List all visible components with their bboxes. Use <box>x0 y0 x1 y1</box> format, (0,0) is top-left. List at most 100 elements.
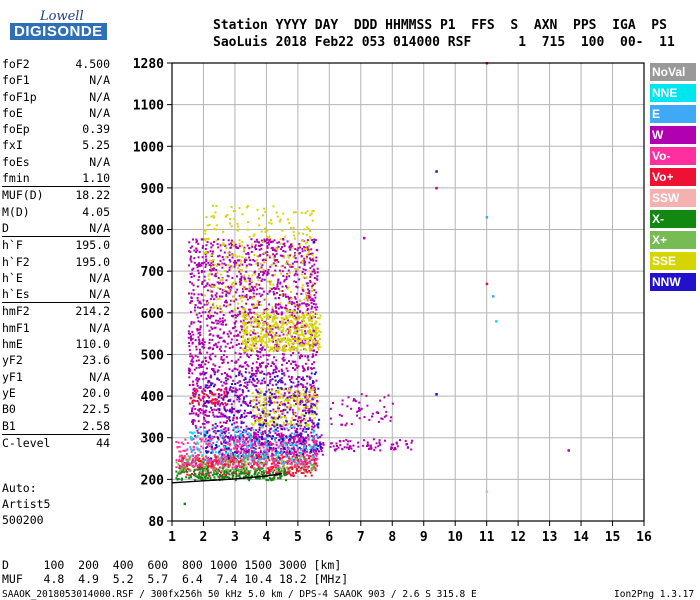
echo-point <box>239 370 242 373</box>
echo-point <box>286 369 289 372</box>
echo-point <box>186 470 189 473</box>
echo-point <box>224 388 227 390</box>
echo-point <box>316 271 319 274</box>
echo-point <box>285 340 287 343</box>
echo-point <box>254 451 257 454</box>
echo-point <box>242 444 245 447</box>
echo-point <box>247 453 250 456</box>
echo-point <box>313 464 316 467</box>
echo-point <box>256 306 258 309</box>
echo-point <box>223 394 226 397</box>
echo-point <box>196 355 199 358</box>
echo-point <box>276 338 279 341</box>
echo-point <box>282 294 285 297</box>
echo-point <box>215 401 218 404</box>
echo-point <box>223 289 226 292</box>
echo-point <box>204 465 207 468</box>
echo-point <box>193 474 196 476</box>
echo-point <box>213 402 215 405</box>
echo-point <box>190 437 193 440</box>
echo-point <box>249 429 252 432</box>
echo-point <box>281 370 284 372</box>
echo-point <box>378 442 381 445</box>
echo-point <box>251 466 253 469</box>
echo-point <box>267 457 270 460</box>
echo-point <box>211 283 214 286</box>
echo-point <box>235 263 238 266</box>
echo-point <box>307 433 309 436</box>
echo-point <box>227 452 230 455</box>
echo-point <box>234 391 237 394</box>
echo-point <box>245 327 248 330</box>
echo-point <box>310 273 313 276</box>
echo-point <box>239 452 242 455</box>
echo-point <box>224 476 227 479</box>
echo-point <box>216 307 219 310</box>
echo-point <box>194 399 197 402</box>
echo-point <box>219 259 222 262</box>
echo-point <box>254 338 257 341</box>
echo-point <box>313 299 316 302</box>
echo-point <box>252 342 255 345</box>
echo-point <box>241 241 244 243</box>
param-row: hmF1 N/A <box>2 320 110 336</box>
echo-point <box>204 432 207 435</box>
echo-point <box>296 435 299 438</box>
echo-point <box>197 278 200 281</box>
echo-point <box>293 465 296 468</box>
echo-point <box>249 329 252 332</box>
echo-point <box>273 293 276 296</box>
echo-point <box>230 239 233 242</box>
echo-point <box>242 296 245 299</box>
echo-point <box>205 467 208 470</box>
echo-point <box>304 338 307 340</box>
echo-point <box>275 444 278 447</box>
echo-point <box>237 453 240 456</box>
echo-point <box>270 340 273 343</box>
echo-point <box>229 408 232 411</box>
echo-point <box>293 296 296 299</box>
echo-point <box>309 471 312 474</box>
echo-point <box>214 393 217 396</box>
echo-point <box>278 379 281 382</box>
echo-point <box>253 311 256 314</box>
echo-point <box>228 290 231 293</box>
echo-point <box>198 366 201 369</box>
echo-point <box>256 368 259 371</box>
echo-point <box>234 243 237 246</box>
echo-point <box>255 248 258 250</box>
echo-point <box>288 246 291 249</box>
echo-point <box>283 450 286 453</box>
echo-point <box>279 281 282 284</box>
echo-point <box>210 438 213 441</box>
echo-point <box>261 438 264 440</box>
echo-point <box>259 418 262 421</box>
echo-point <box>207 450 210 453</box>
echo-point <box>175 461 178 464</box>
echo-point <box>209 434 211 437</box>
echo-point <box>298 252 301 254</box>
echo-point <box>206 445 209 448</box>
echo-point <box>282 460 285 463</box>
echo-point <box>221 415 224 418</box>
echo-point <box>310 212 313 215</box>
echo-point <box>283 338 286 341</box>
echo-point <box>181 457 184 459</box>
echo-point <box>273 411 276 414</box>
echo-point <box>198 300 201 303</box>
echo-point <box>233 422 236 425</box>
echo-point <box>304 409 306 412</box>
echo-point <box>285 348 288 351</box>
echo-point <box>315 332 318 335</box>
echo-point <box>281 410 284 413</box>
param-value: 214.2 <box>75 304 110 319</box>
echo-point <box>255 415 258 418</box>
echo-point <box>291 463 294 466</box>
echo-point <box>267 280 270 283</box>
echo-point <box>272 396 275 399</box>
echo-point <box>198 343 201 346</box>
echo-point <box>243 412 246 415</box>
echo-point <box>239 439 242 442</box>
echo-point <box>287 435 290 438</box>
echo-point <box>195 240 198 243</box>
